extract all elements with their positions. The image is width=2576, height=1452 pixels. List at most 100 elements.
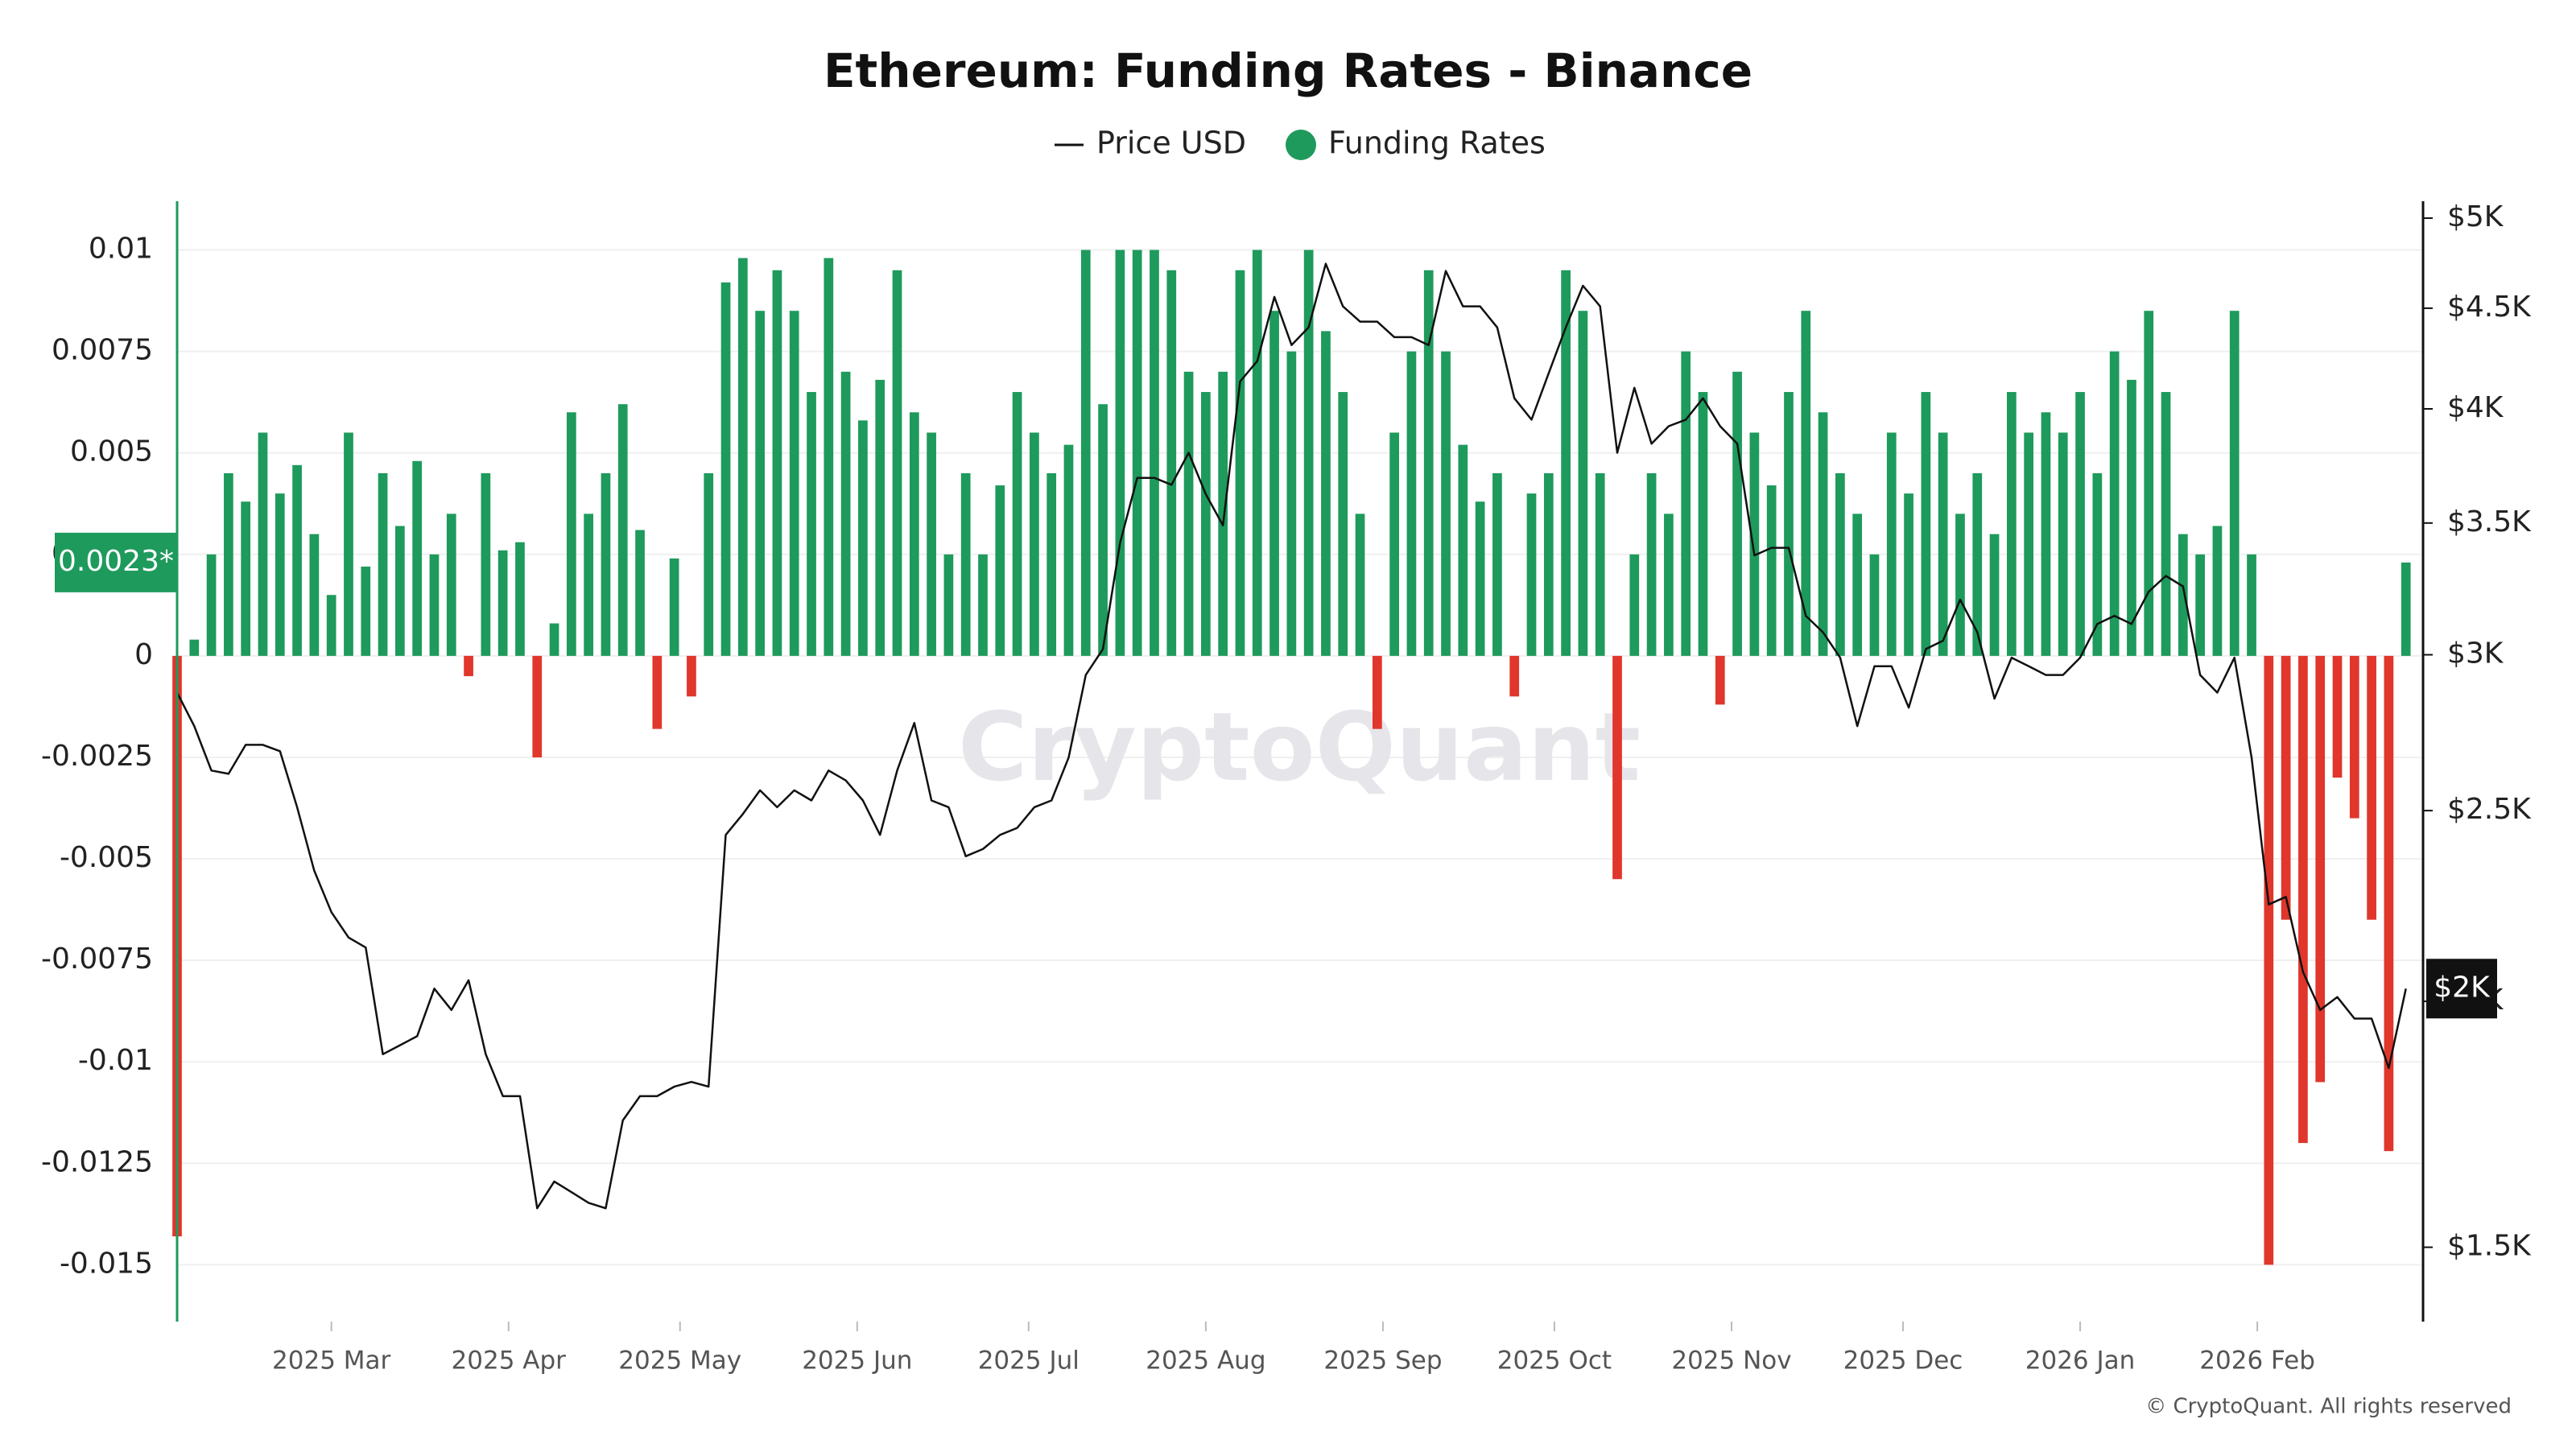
funding-bar: [2024, 432, 2034, 656]
funding-bar: [840, 371, 851, 656]
funding-bar: [687, 655, 696, 697]
funding-bar: [2315, 655, 2326, 1083]
price-badge: [2426, 959, 2497, 1019]
funding-bar: [292, 464, 302, 656]
funding-bar: [2298, 655, 2308, 1144]
funding-bar: [395, 526, 405, 656]
funding-bar: [909, 412, 919, 656]
funding-bar: [378, 472, 388, 656]
x-tick-label: 2026 Jan: [2025, 1347, 2136, 1376]
funding-bar: [1492, 472, 1502, 656]
watermark: CryptoQuant: [958, 691, 1641, 802]
overlay: Price USD Funding Rates 0.0023* $2K: [55, 126, 2497, 1019]
funding-bar: [1938, 432, 1948, 656]
funding-bar: [1063, 444, 1074, 656]
y-tick-label: -0.0125: [41, 1145, 153, 1178]
funding-bar: [1458, 444, 1468, 656]
funding-bar: [1972, 472, 1983, 656]
funding-bar: [1921, 392, 1931, 656]
funding-bar: [1286, 351, 1297, 656]
funding-bar: [326, 595, 336, 656]
funding-bar: [1801, 311, 1811, 656]
funding-bar: [344, 432, 353, 656]
funding-bar: [669, 558, 679, 656]
funding-bar: [858, 420, 868, 656]
funding-badge: [55, 532, 177, 592]
funding-bar: [1218, 371, 1228, 656]
funding-bar: [2127, 379, 2136, 656]
funding-bar: [258, 432, 268, 656]
funding-badge-label: 0.0023*: [58, 545, 174, 578]
funding-bar: [1664, 514, 1674, 656]
funding-bar: [275, 493, 285, 656]
funding-bar: [2041, 412, 2051, 656]
funding-bar: [1132, 250, 1142, 656]
funding-bar: [1543, 472, 1554, 656]
y2-tick-label: $3.5K: [2447, 505, 2532, 538]
y-tick-label: 0.0075: [52, 334, 153, 367]
funding-bar: [737, 258, 748, 656]
funding-bar: [1612, 655, 1622, 880]
y-tick-label: -0.0075: [41, 943, 153, 976]
x-tick-label: 2025 Jul: [978, 1347, 1080, 1376]
funding-bar: [1475, 501, 1485, 656]
funding-bar: [1818, 412, 1828, 656]
funding-bar: [309, 534, 320, 656]
funding-bar: [772, 270, 782, 656]
x-tick-label: 2025 Apr: [452, 1347, 567, 1376]
funding-bar: [1749, 432, 1760, 656]
price-line-layer: [175, 262, 2407, 1210]
funding-bar: [1183, 371, 1194, 656]
funding-bar: [549, 623, 559, 656]
funding-bar: [1012, 392, 1022, 656]
funding-bar: [412, 460, 423, 656]
funding-bar: [1303, 250, 1314, 656]
funding-bar: [1835, 472, 1845, 656]
funding-bar: [2006, 392, 2017, 656]
funding-bar: [704, 472, 714, 656]
y2-tick-label: $5K: [2447, 200, 2504, 233]
y-tick-label: -0.01: [78, 1044, 153, 1077]
funding-bar: [1423, 270, 1434, 656]
y-tick-label: 0: [134, 638, 153, 671]
funding-bar: [1030, 432, 1039, 656]
funding-bar: [617, 404, 628, 656]
funding-bar: [2144, 311, 2154, 656]
funding-bar: [497, 550, 508, 656]
funding-bar: [1046, 472, 1057, 656]
funding-bar: [1955, 514, 1965, 656]
funding-bar: [1235, 270, 1245, 656]
funding-bar: [635, 530, 645, 656]
funding-bar: [943, 554, 954, 656]
x-tick-label: 2026 Feb: [2199, 1347, 2315, 1376]
funding-bar: [1166, 270, 1177, 656]
x-tick-label: 2025 Dec: [1843, 1347, 1963, 1376]
funding-bar: [892, 270, 902, 656]
funding-bar: [652, 655, 663, 729]
y2-tick-label: $1.5K: [2447, 1230, 2532, 1263]
funding-bar: [1509, 655, 1520, 697]
funding-bar: [1338, 392, 1348, 656]
funding-bar: [446, 514, 456, 656]
funding-bar: [1732, 371, 1742, 656]
funding-bar: [1355, 514, 1365, 656]
funding-bar: [2058, 432, 2068, 656]
funding-bar: [755, 311, 765, 656]
price-line: [175, 262, 2407, 1210]
funding-bar: [1115, 250, 1125, 656]
funding-bar: [1098, 404, 1108, 656]
funding-bar: [2349, 655, 2359, 819]
y-tick-label: -0.015: [60, 1247, 153, 1280]
funding-bar: [241, 501, 251, 656]
funding-bar: [2281, 655, 2291, 920]
y-tick-label: 0.005: [70, 435, 153, 468]
funding-bar: [789, 311, 799, 656]
funding-bar: [1886, 432, 1897, 656]
funding-bar: [2367, 655, 2376, 920]
funding-bar: [807, 392, 816, 656]
x-tick-label: 2025 Jun: [802, 1347, 912, 1376]
funding-bar: [2247, 554, 2256, 656]
funding-bar: [995, 485, 1005, 656]
funding-bar: [2161, 392, 2171, 656]
funding-bar: [1904, 493, 1913, 656]
